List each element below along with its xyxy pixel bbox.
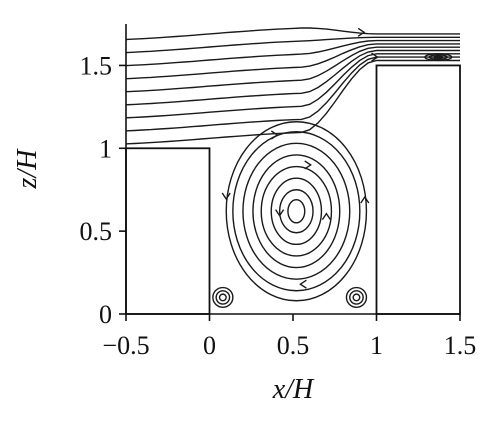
secondary-vortex-streamline xyxy=(349,290,364,305)
streamlines xyxy=(125,27,460,309)
flow-arrow xyxy=(360,195,370,204)
vortex-streamline xyxy=(252,154,341,269)
x-tick-label: 0 xyxy=(203,331,216,360)
streamline xyxy=(125,49,460,106)
flow-arrow xyxy=(304,160,312,170)
flow-arrow xyxy=(221,192,231,201)
x-tick-label: 1.5 xyxy=(444,331,477,360)
vortex-streamline xyxy=(242,142,351,280)
right-building xyxy=(375,64,461,315)
x-tick-label: 1 xyxy=(370,331,383,360)
flow-arrowhead xyxy=(371,52,379,62)
streamline xyxy=(125,56,460,132)
flow-arrow xyxy=(275,209,285,217)
buildings xyxy=(125,64,461,315)
vortex-streamline xyxy=(260,165,333,257)
streamline xyxy=(125,59,460,145)
y-tick-label: 0.5 xyxy=(80,217,113,246)
flow-arrow xyxy=(321,212,331,220)
secondary-vortex-streamline xyxy=(433,55,444,59)
flow-arrowhead xyxy=(360,195,370,204)
x-tick-label: 0.5 xyxy=(277,331,310,360)
flow-arrowhead xyxy=(221,192,231,201)
streamline xyxy=(125,53,460,119)
flow-arrowhead xyxy=(270,130,279,140)
axes: −0.5 0 0.5 1 1.500.511.5 xyxy=(80,24,477,360)
vortex-streamline xyxy=(278,189,314,234)
secondary-vortex-streamline xyxy=(218,293,227,302)
x-axis-title: x/H xyxy=(272,374,315,405)
x-tick-label: −0.5 xyxy=(102,331,149,360)
streamline xyxy=(125,27,460,41)
vortex-streamline xyxy=(270,177,323,246)
vortex-streamline xyxy=(287,198,306,224)
y-axis-title: z/H xyxy=(12,148,43,190)
secondary-vortex-streamline xyxy=(215,290,231,305)
flow-arrow xyxy=(299,279,307,289)
secondary-vortex-streamline xyxy=(424,53,453,62)
streamline xyxy=(125,39,460,67)
left-building xyxy=(125,147,211,315)
secondary-vortex-streamline xyxy=(345,286,368,309)
flow-arrowhead xyxy=(304,160,312,170)
vortex-streamline xyxy=(225,121,368,302)
secondary-vortex-streamline xyxy=(428,54,448,61)
flow-arrowhead xyxy=(357,27,366,37)
flow-arrowhead xyxy=(275,209,285,217)
streamline xyxy=(125,46,460,93)
streamline xyxy=(125,36,460,54)
flow-arrow xyxy=(357,27,366,37)
y-tick-label: 1.5 xyxy=(80,51,113,80)
secondary-vortex-streamline xyxy=(352,293,361,302)
flow-arrowhead xyxy=(321,212,331,220)
vortex-streamline xyxy=(232,131,361,292)
flow-arrow xyxy=(270,130,279,140)
y-tick-label: 1 xyxy=(99,134,112,163)
flow-arrowhead xyxy=(299,279,307,289)
y-tick-label: 0 xyxy=(99,300,112,329)
secondary-vortex-streamline xyxy=(212,286,234,309)
flow-arrow xyxy=(371,52,379,62)
streamline xyxy=(125,43,460,80)
